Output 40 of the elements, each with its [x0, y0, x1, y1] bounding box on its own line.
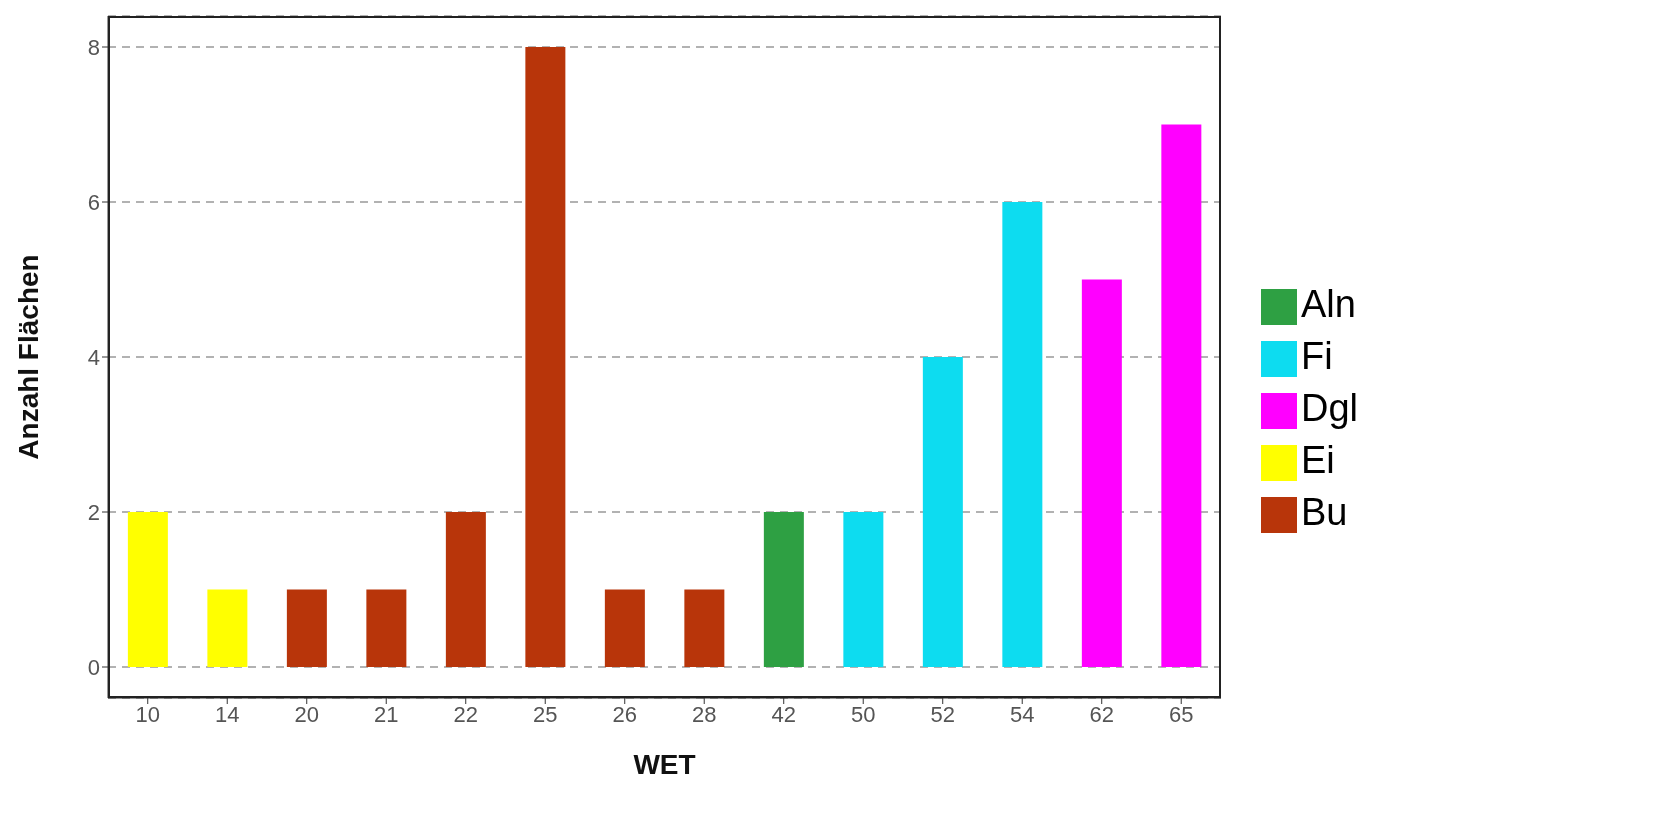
legend-label: Dgl	[1300, 387, 1358, 429]
x-tick-label: 22	[453, 701, 478, 727]
x-tick-label: 62	[1089, 701, 1114, 727]
x-tick-label: 28	[691, 701, 717, 727]
x-tick-label: 54	[1009, 701, 1035, 727]
legend-label: Fi	[1300, 335, 1333, 377]
bar	[922, 357, 963, 667]
y-tick-label: 2	[87, 499, 100, 525]
legend-label: Ei	[1300, 439, 1335, 481]
bar	[127, 512, 168, 667]
bar	[604, 589, 645, 667]
bar	[286, 589, 327, 667]
x-tick-label: 26	[612, 701, 637, 727]
y-tick-label: 8	[87, 34, 100, 60]
x-tick-label: 20	[294, 701, 319, 727]
x-tick-label: 25	[533, 701, 558, 727]
bar	[1161, 124, 1202, 667]
x-tick-label: 21	[374, 701, 399, 727]
x-tick-label: 50	[850, 701, 876, 727]
y-axis-title: Anzahl Flächen	[12, 254, 44, 460]
bar	[525, 47, 566, 667]
bar	[684, 589, 725, 667]
bar	[445, 512, 486, 667]
x-tick-label: 52	[930, 701, 955, 727]
x-tick-label: 14	[215, 701, 240, 727]
bar	[1081, 279, 1122, 667]
legend-label: Bu	[1300, 491, 1348, 533]
y-tick-label: 6	[87, 189, 100, 215]
legend-label: Aln	[1300, 283, 1356, 325]
x-tick-label: 42	[771, 701, 796, 727]
y-tick-label: 4	[87, 344, 100, 370]
bar	[366, 589, 407, 667]
bar	[843, 512, 884, 667]
bar	[207, 589, 248, 667]
x-tick-label: 10	[135, 701, 160, 727]
x-tick-label: 65	[1168, 701, 1194, 727]
bar	[763, 512, 804, 667]
bar	[1002, 202, 1043, 667]
x-axis-title: WET	[633, 749, 696, 780]
y-tick-label: 0	[87, 654, 100, 680]
